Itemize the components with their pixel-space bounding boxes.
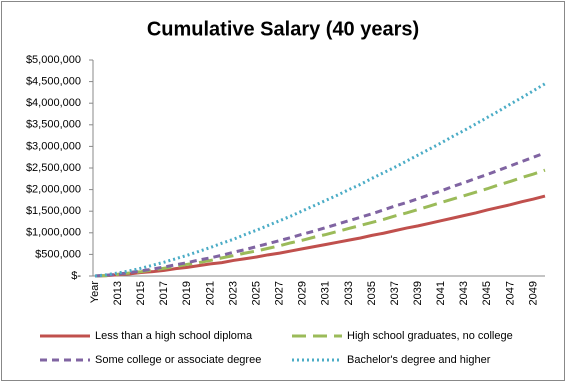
- y-tick-label: $4,500,000: [26, 76, 81, 88]
- x-tick-label: 2035: [366, 281, 378, 305]
- y-tick-label: $-: [71, 270, 81, 282]
- x-tick-label: 2031: [320, 281, 332, 305]
- x-tick-label: 2021: [204, 281, 216, 305]
- y-tick-label: $5,000,000: [26, 54, 81, 66]
- x-tick-label: 2043: [458, 281, 470, 305]
- y-tick-label: $3,000,000: [26, 140, 81, 152]
- y-tick-label: $1,000,000: [26, 227, 81, 239]
- x-tick-label: 2045: [481, 281, 493, 305]
- x-tick-label: Year: [89, 281, 101, 304]
- x-tick-label: 2033: [343, 281, 355, 305]
- legend-label: Less than a high school diploma: [95, 330, 253, 342]
- x-tick-label: 2013: [112, 281, 124, 305]
- x-tick-label: 2027: [274, 281, 286, 305]
- x-tick-label: 2047: [504, 281, 516, 305]
- y-tick-label: $4,000,000: [26, 97, 81, 109]
- series-line: [94, 82, 546, 278]
- y-tick-label: $3,500,000: [26, 119, 81, 131]
- x-tick-label: 2037: [389, 281, 401, 305]
- x-tick-label: 2023: [227, 281, 239, 305]
- x-tick-label: 2039: [412, 281, 424, 305]
- x-tick-label: 2019: [181, 281, 193, 305]
- x-tick-label: 2029: [297, 281, 309, 305]
- y-tick-label: $2,000,000: [26, 184, 81, 196]
- y-tick-label: $500,000: [35, 248, 81, 260]
- x-tick-label: 2017: [158, 281, 170, 305]
- legend-label: Some college or associate degree: [95, 354, 261, 366]
- y-tick-label: $2,500,000: [26, 162, 81, 174]
- y-tick-label: $1,500,000: [26, 205, 81, 217]
- series-line: [94, 194, 546, 278]
- x-tick-label: 2041: [435, 281, 447, 305]
- legend-label: Bachelor's degree and higher: [347, 354, 491, 366]
- x-tick-label: 2025: [250, 281, 262, 305]
- x-tick-label: 2049: [527, 281, 539, 305]
- legend-label: High school graduates, no college: [347, 330, 513, 342]
- series-line: [94, 151, 546, 278]
- x-tick-label: 2015: [135, 281, 147, 305]
- chart-title: Cumulative Salary (40 years): [147, 18, 419, 40]
